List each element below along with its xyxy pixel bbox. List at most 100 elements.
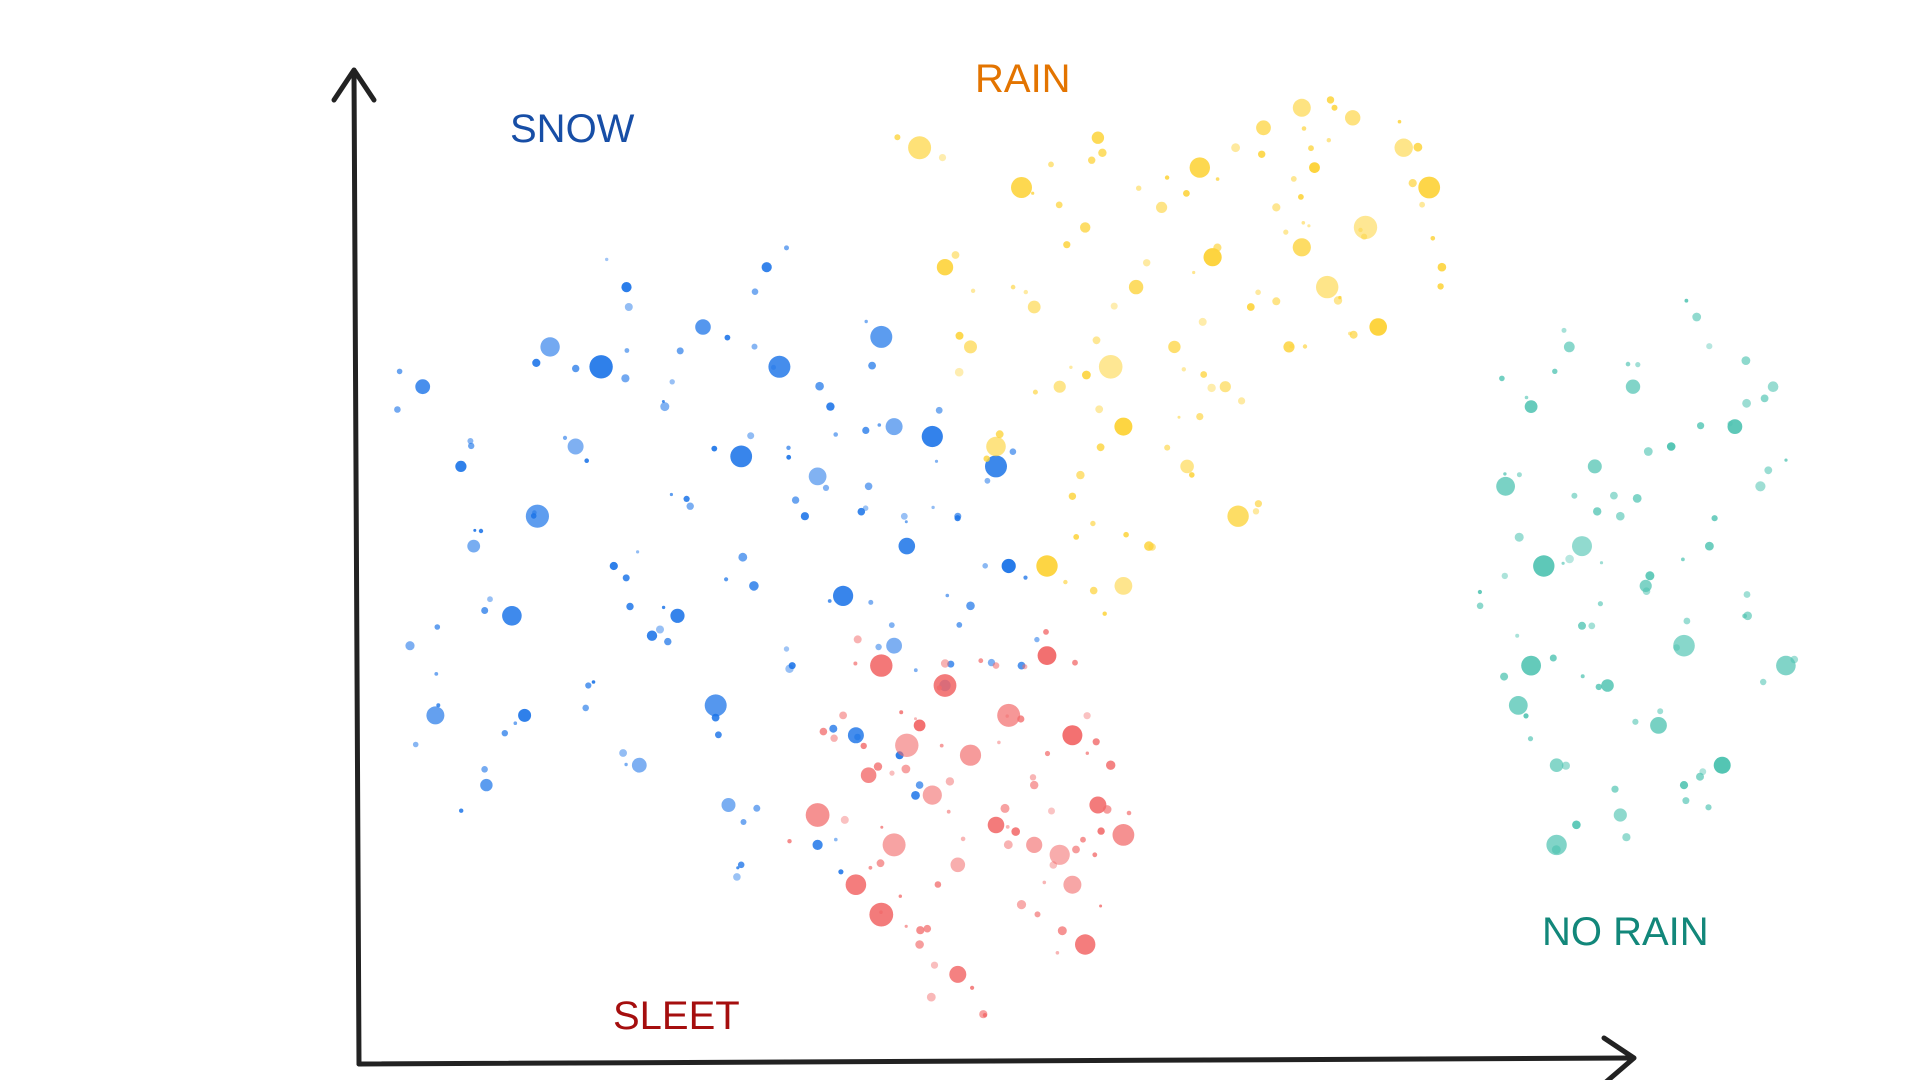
point-sleet bbox=[997, 703, 1021, 727]
speck-no-rain bbox=[1727, 420, 1733, 427]
speck-sleet bbox=[1099, 904, 1103, 908]
speck-sleet bbox=[1003, 840, 1013, 850]
speck-snow bbox=[572, 364, 580, 373]
speck-snow bbox=[715, 731, 722, 739]
speck-snow bbox=[875, 643, 882, 651]
speck-snow bbox=[669, 379, 675, 385]
point-snow bbox=[567, 438, 584, 455]
point-rain bbox=[1292, 98, 1311, 117]
speck-no-rain bbox=[1711, 515, 1718, 522]
speck-sleet bbox=[1092, 738, 1100, 746]
speck-rain bbox=[1255, 289, 1261, 296]
speck-sleet bbox=[1072, 845, 1080, 854]
speck-no-rain bbox=[1681, 557, 1685, 562]
speck-sleet bbox=[1017, 715, 1025, 723]
speck-sleet bbox=[1080, 836, 1086, 843]
point-rain bbox=[1256, 120, 1271, 136]
point-sleet bbox=[1089, 796, 1107, 814]
speck-sleet bbox=[1022, 664, 1028, 670]
speck-sleet bbox=[853, 635, 862, 644]
speck-no-rain bbox=[1500, 672, 1509, 681]
speck-snow bbox=[501, 730, 508, 737]
speck-snow bbox=[751, 343, 758, 350]
point-sleet bbox=[1016, 900, 1027, 910]
point-no-rain bbox=[1705, 541, 1714, 551]
point-no-rain bbox=[1650, 717, 1667, 734]
speck-snow bbox=[984, 477, 991, 484]
speck-sleet bbox=[873, 762, 883, 771]
point-no-rain bbox=[1616, 511, 1625, 521]
speck-no-rain bbox=[1551, 845, 1561, 854]
speck-no-rain bbox=[1697, 422, 1705, 430]
speck-snow bbox=[412, 741, 419, 748]
point-snow bbox=[885, 418, 903, 436]
point-sleet bbox=[913, 719, 926, 732]
speck-sleet bbox=[916, 926, 925, 935]
speck-snow bbox=[945, 593, 950, 598]
point-rain bbox=[1027, 300, 1041, 314]
point-snow bbox=[518, 708, 532, 722]
speck-rain bbox=[894, 134, 901, 141]
label-sleet: SLEET bbox=[613, 994, 740, 1038]
point-snow bbox=[646, 630, 658, 641]
speck-snow bbox=[784, 245, 789, 251]
speck-rain bbox=[1289, 343, 1294, 349]
speck-no-rain bbox=[1524, 395, 1529, 400]
speck-rain bbox=[1110, 302, 1118, 310]
point-sleet bbox=[949, 965, 967, 983]
speck-rain bbox=[1164, 444, 1171, 451]
point-rain bbox=[1369, 318, 1387, 336]
speck-no-rain bbox=[1477, 589, 1482, 595]
point-rain bbox=[1091, 131, 1105, 144]
point-no-rain bbox=[1679, 781, 1689, 790]
speck-snow bbox=[771, 364, 776, 370]
speck-rain bbox=[1307, 224, 1311, 228]
speck-snow bbox=[1009, 448, 1017, 456]
speck-snow bbox=[478, 528, 484, 534]
speck-no-rain bbox=[1565, 554, 1574, 564]
speck-rain bbox=[1031, 191, 1035, 195]
point-sleet bbox=[922, 785, 942, 805]
point-snow bbox=[737, 861, 745, 869]
speck-sleet bbox=[970, 985, 975, 990]
point-snow bbox=[631, 757, 647, 773]
speck-snow bbox=[868, 361, 876, 370]
point-no-rain bbox=[1587, 459, 1602, 474]
point-rain bbox=[1219, 381, 1231, 393]
point-no-rain bbox=[1476, 602, 1484, 610]
speck-rain bbox=[1010, 284, 1016, 290]
speck-rain bbox=[1290, 176, 1297, 182]
y-axis-arrow-icon bbox=[331, 67, 377, 103]
speck-snow bbox=[481, 766, 488, 773]
speck-snow bbox=[862, 505, 869, 512]
speck-sleet bbox=[1000, 803, 1010, 813]
speck-no-rain bbox=[1501, 572, 1509, 580]
speck-snow bbox=[753, 804, 761, 812]
point-no-rain bbox=[1625, 379, 1641, 394]
speck-rain bbox=[1136, 185, 1142, 191]
speck-sleet bbox=[830, 734, 838, 742]
speck-snow bbox=[724, 577, 729, 582]
point-no-rain bbox=[1755, 481, 1766, 492]
point-snow bbox=[985, 455, 1007, 478]
speck-snow bbox=[582, 704, 589, 712]
speck-no-rain bbox=[1549, 654, 1557, 662]
speck-no-rain bbox=[1657, 708, 1664, 715]
speck-snow bbox=[513, 721, 518, 725]
point-sleet bbox=[959, 744, 982, 766]
speck-snow bbox=[888, 622, 895, 628]
speck-snow bbox=[829, 724, 838, 733]
point-rain bbox=[1394, 138, 1413, 157]
point-snow bbox=[898, 537, 916, 555]
speck-rain bbox=[1272, 297, 1281, 306]
point-sleet bbox=[950, 857, 966, 873]
point-snow bbox=[915, 781, 924, 789]
point-rain bbox=[1437, 262, 1447, 272]
speck-snow bbox=[394, 406, 401, 413]
speck-snow bbox=[827, 599, 832, 603]
point-rain bbox=[936, 259, 954, 276]
speck-sleet bbox=[1072, 659, 1078, 666]
speck-snow bbox=[913, 668, 918, 673]
point-rain bbox=[1418, 176, 1441, 199]
speck-sleet bbox=[787, 839, 792, 844]
